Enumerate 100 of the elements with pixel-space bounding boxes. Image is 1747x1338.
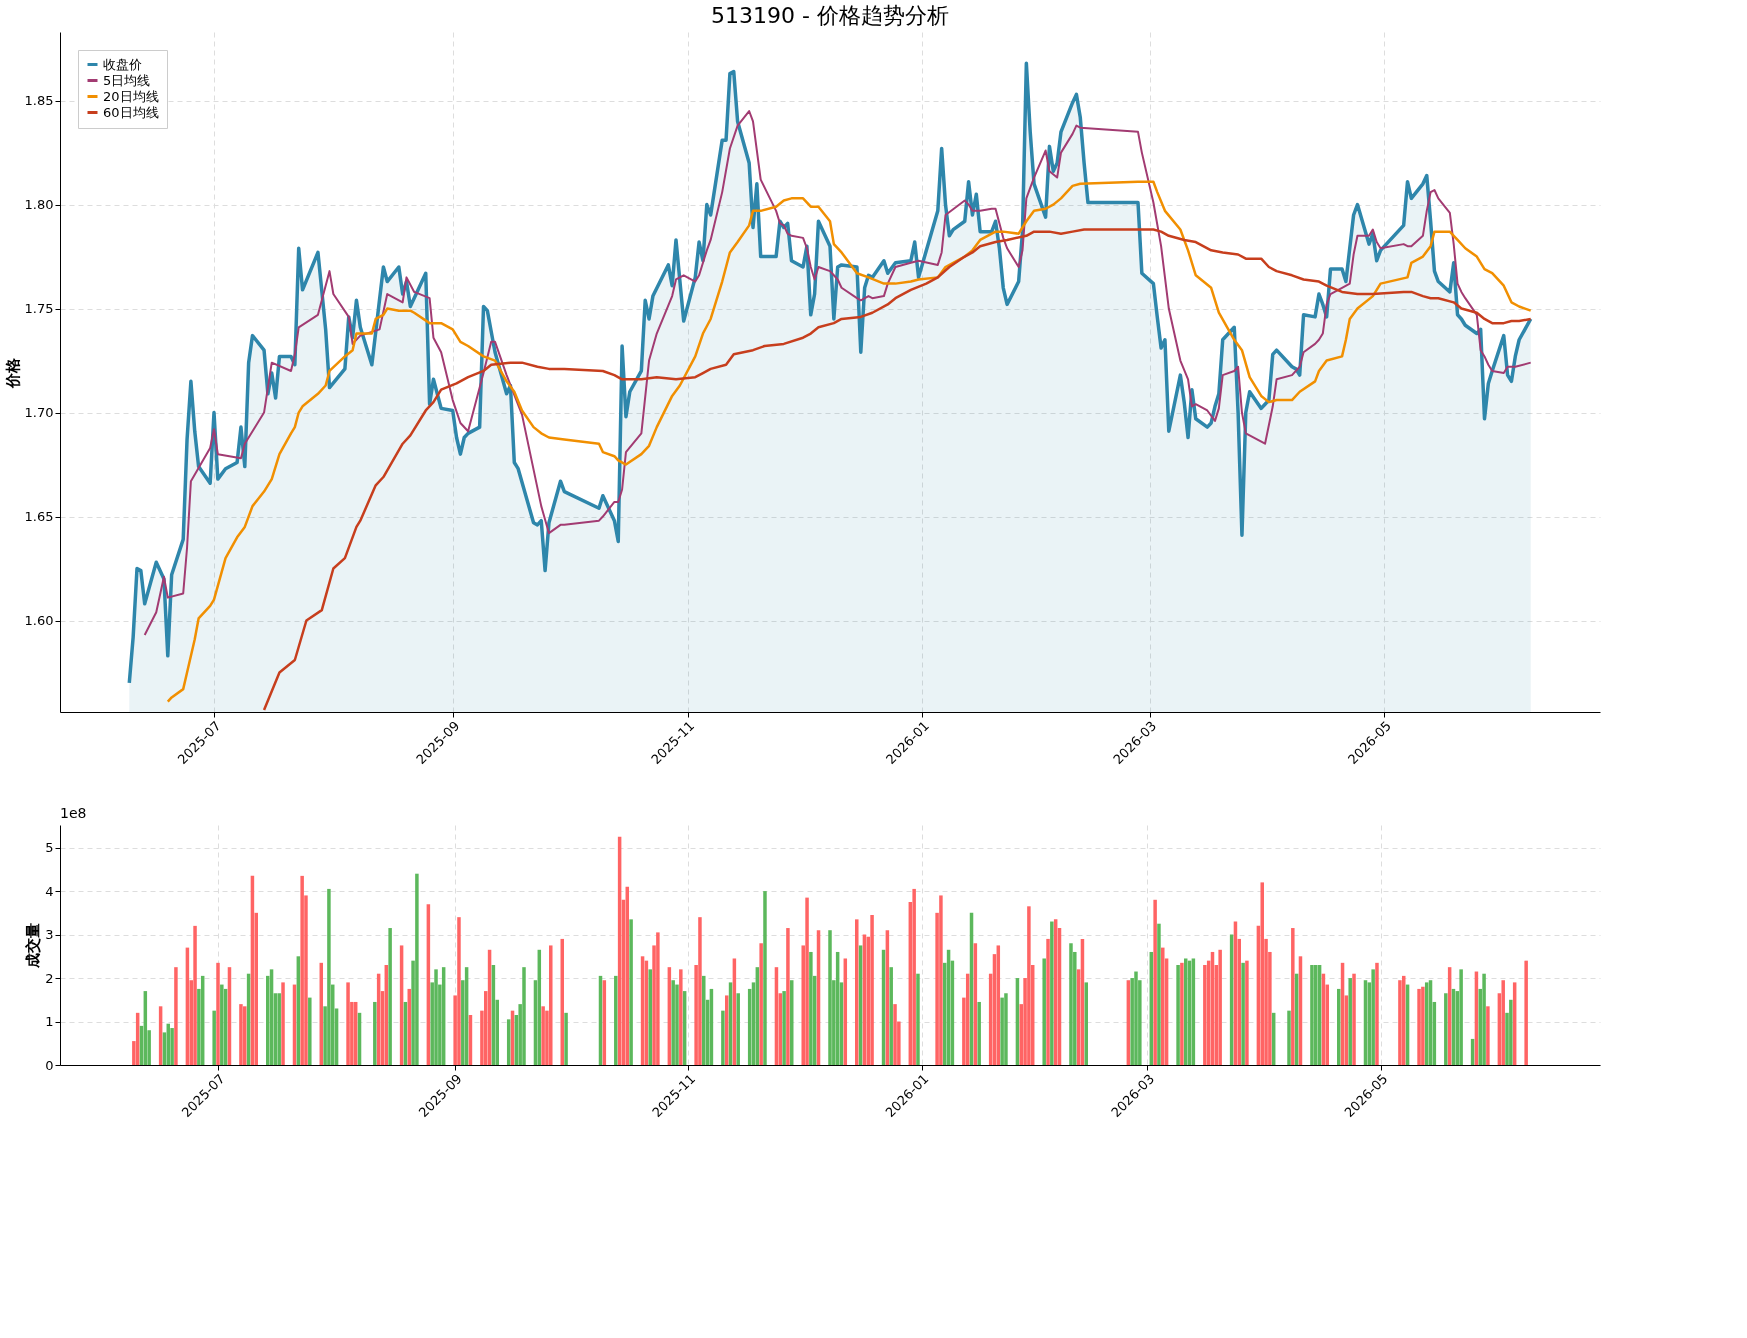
y-tick-label: 1.65 (24, 509, 54, 525)
bar (1069, 943, 1073, 1065)
bar (648, 969, 652, 1065)
legend-label: 60日均线 (103, 104, 159, 120)
bar (1486, 1006, 1490, 1065)
bar (1444, 993, 1448, 1065)
bar (1157, 923, 1161, 1065)
bar (782, 991, 786, 1065)
bar (1291, 928, 1295, 1065)
bar (759, 943, 763, 1065)
bar (1348, 978, 1352, 1065)
bar (629, 919, 633, 1065)
bar (1176, 965, 1180, 1065)
bar (1459, 969, 1463, 1065)
bar (790, 980, 794, 1065)
bar (1352, 973, 1356, 1065)
y-tick-label: 5 (45, 840, 54, 856)
bar (1027, 906, 1031, 1065)
bar (239, 1004, 243, 1065)
y-tick-label: 2 (45, 970, 54, 986)
y-axis-title: 价格 (3, 356, 22, 389)
bar (939, 895, 943, 1065)
bar (1000, 997, 1004, 1065)
bar (1260, 882, 1264, 1065)
bar (564, 1012, 568, 1065)
bar (174, 967, 178, 1065)
line-series (262, 228, 1532, 712)
bar (671, 980, 675, 1065)
bar (916, 973, 920, 1065)
y-tick-label: 1.85 (24, 93, 54, 109)
y-tick-label: 1.60 (24, 613, 54, 628)
line-series (166, 180, 1532, 703)
bar (912, 888, 916, 1065)
bar (702, 975, 706, 1065)
chart-title: 513190 - 价格趋势分析 (711, 3, 949, 28)
bar (809, 951, 813, 1065)
bar (415, 873, 419, 1065)
bar (1501, 980, 1505, 1065)
y-tick-label: 1.75 (24, 301, 54, 317)
bar (893, 1004, 897, 1065)
bar (1371, 969, 1375, 1065)
bar (1050, 921, 1054, 1065)
text: 1e8 (60, 805, 87, 821)
bar (698, 917, 702, 1065)
bar (522, 967, 526, 1065)
bar (170, 1028, 174, 1065)
bar (277, 993, 281, 1065)
bar (1134, 971, 1138, 1065)
bar (1241, 962, 1245, 1065)
bar (1398, 980, 1402, 1065)
y-tick-label: 1.70 (24, 405, 54, 421)
bar (1004, 993, 1008, 1065)
bar (1417, 988, 1421, 1065)
bar (434, 969, 438, 1065)
bar (1310, 965, 1314, 1065)
bar (1509, 999, 1513, 1065)
bar (193, 925, 197, 1065)
bar (721, 1010, 725, 1065)
bar (675, 984, 679, 1065)
bar (1402, 975, 1406, 1065)
legend-label: 20日均线 (103, 88, 159, 104)
bar (1245, 960, 1249, 1065)
bar (220, 984, 224, 1065)
y-tick-label: 3 (45, 927, 54, 943)
bar (805, 897, 809, 1065)
y-tick-label: 1 (45, 1014, 54, 1030)
legend-label: 收盘价 (103, 56, 142, 72)
bar (1046, 938, 1050, 1065)
bar (656, 932, 660, 1065)
bar (281, 982, 285, 1065)
bar (1218, 949, 1222, 1065)
bar (308, 997, 312, 1065)
bar (243, 1006, 247, 1065)
bar (1203, 965, 1207, 1065)
bar (300, 875, 304, 1065)
bar (1314, 965, 1318, 1065)
bar (216, 962, 220, 1065)
bar (373, 1001, 377, 1065)
bar (1042, 958, 1046, 1065)
bar (870, 915, 874, 1065)
legend-label: 5日均线 (103, 72, 151, 88)
y-axis-title: 成交量 (24, 923, 43, 969)
bar (549, 945, 553, 1065)
bar (327, 888, 331, 1065)
bar (614, 975, 618, 1065)
bar (1482, 973, 1486, 1065)
bar (1287, 1010, 1291, 1065)
bar (977, 1001, 981, 1065)
bar (679, 969, 683, 1065)
bar (855, 919, 859, 1065)
bar (889, 967, 893, 1065)
bar (1524, 960, 1528, 1065)
y-tick-label: 4 (45, 883, 54, 899)
bar (457, 917, 461, 1065)
bar (541, 1006, 545, 1065)
bar (736, 993, 740, 1065)
bar (346, 982, 350, 1065)
bar (1153, 899, 1157, 1065)
bar (1180, 962, 1184, 1065)
bar (1375, 962, 1379, 1065)
